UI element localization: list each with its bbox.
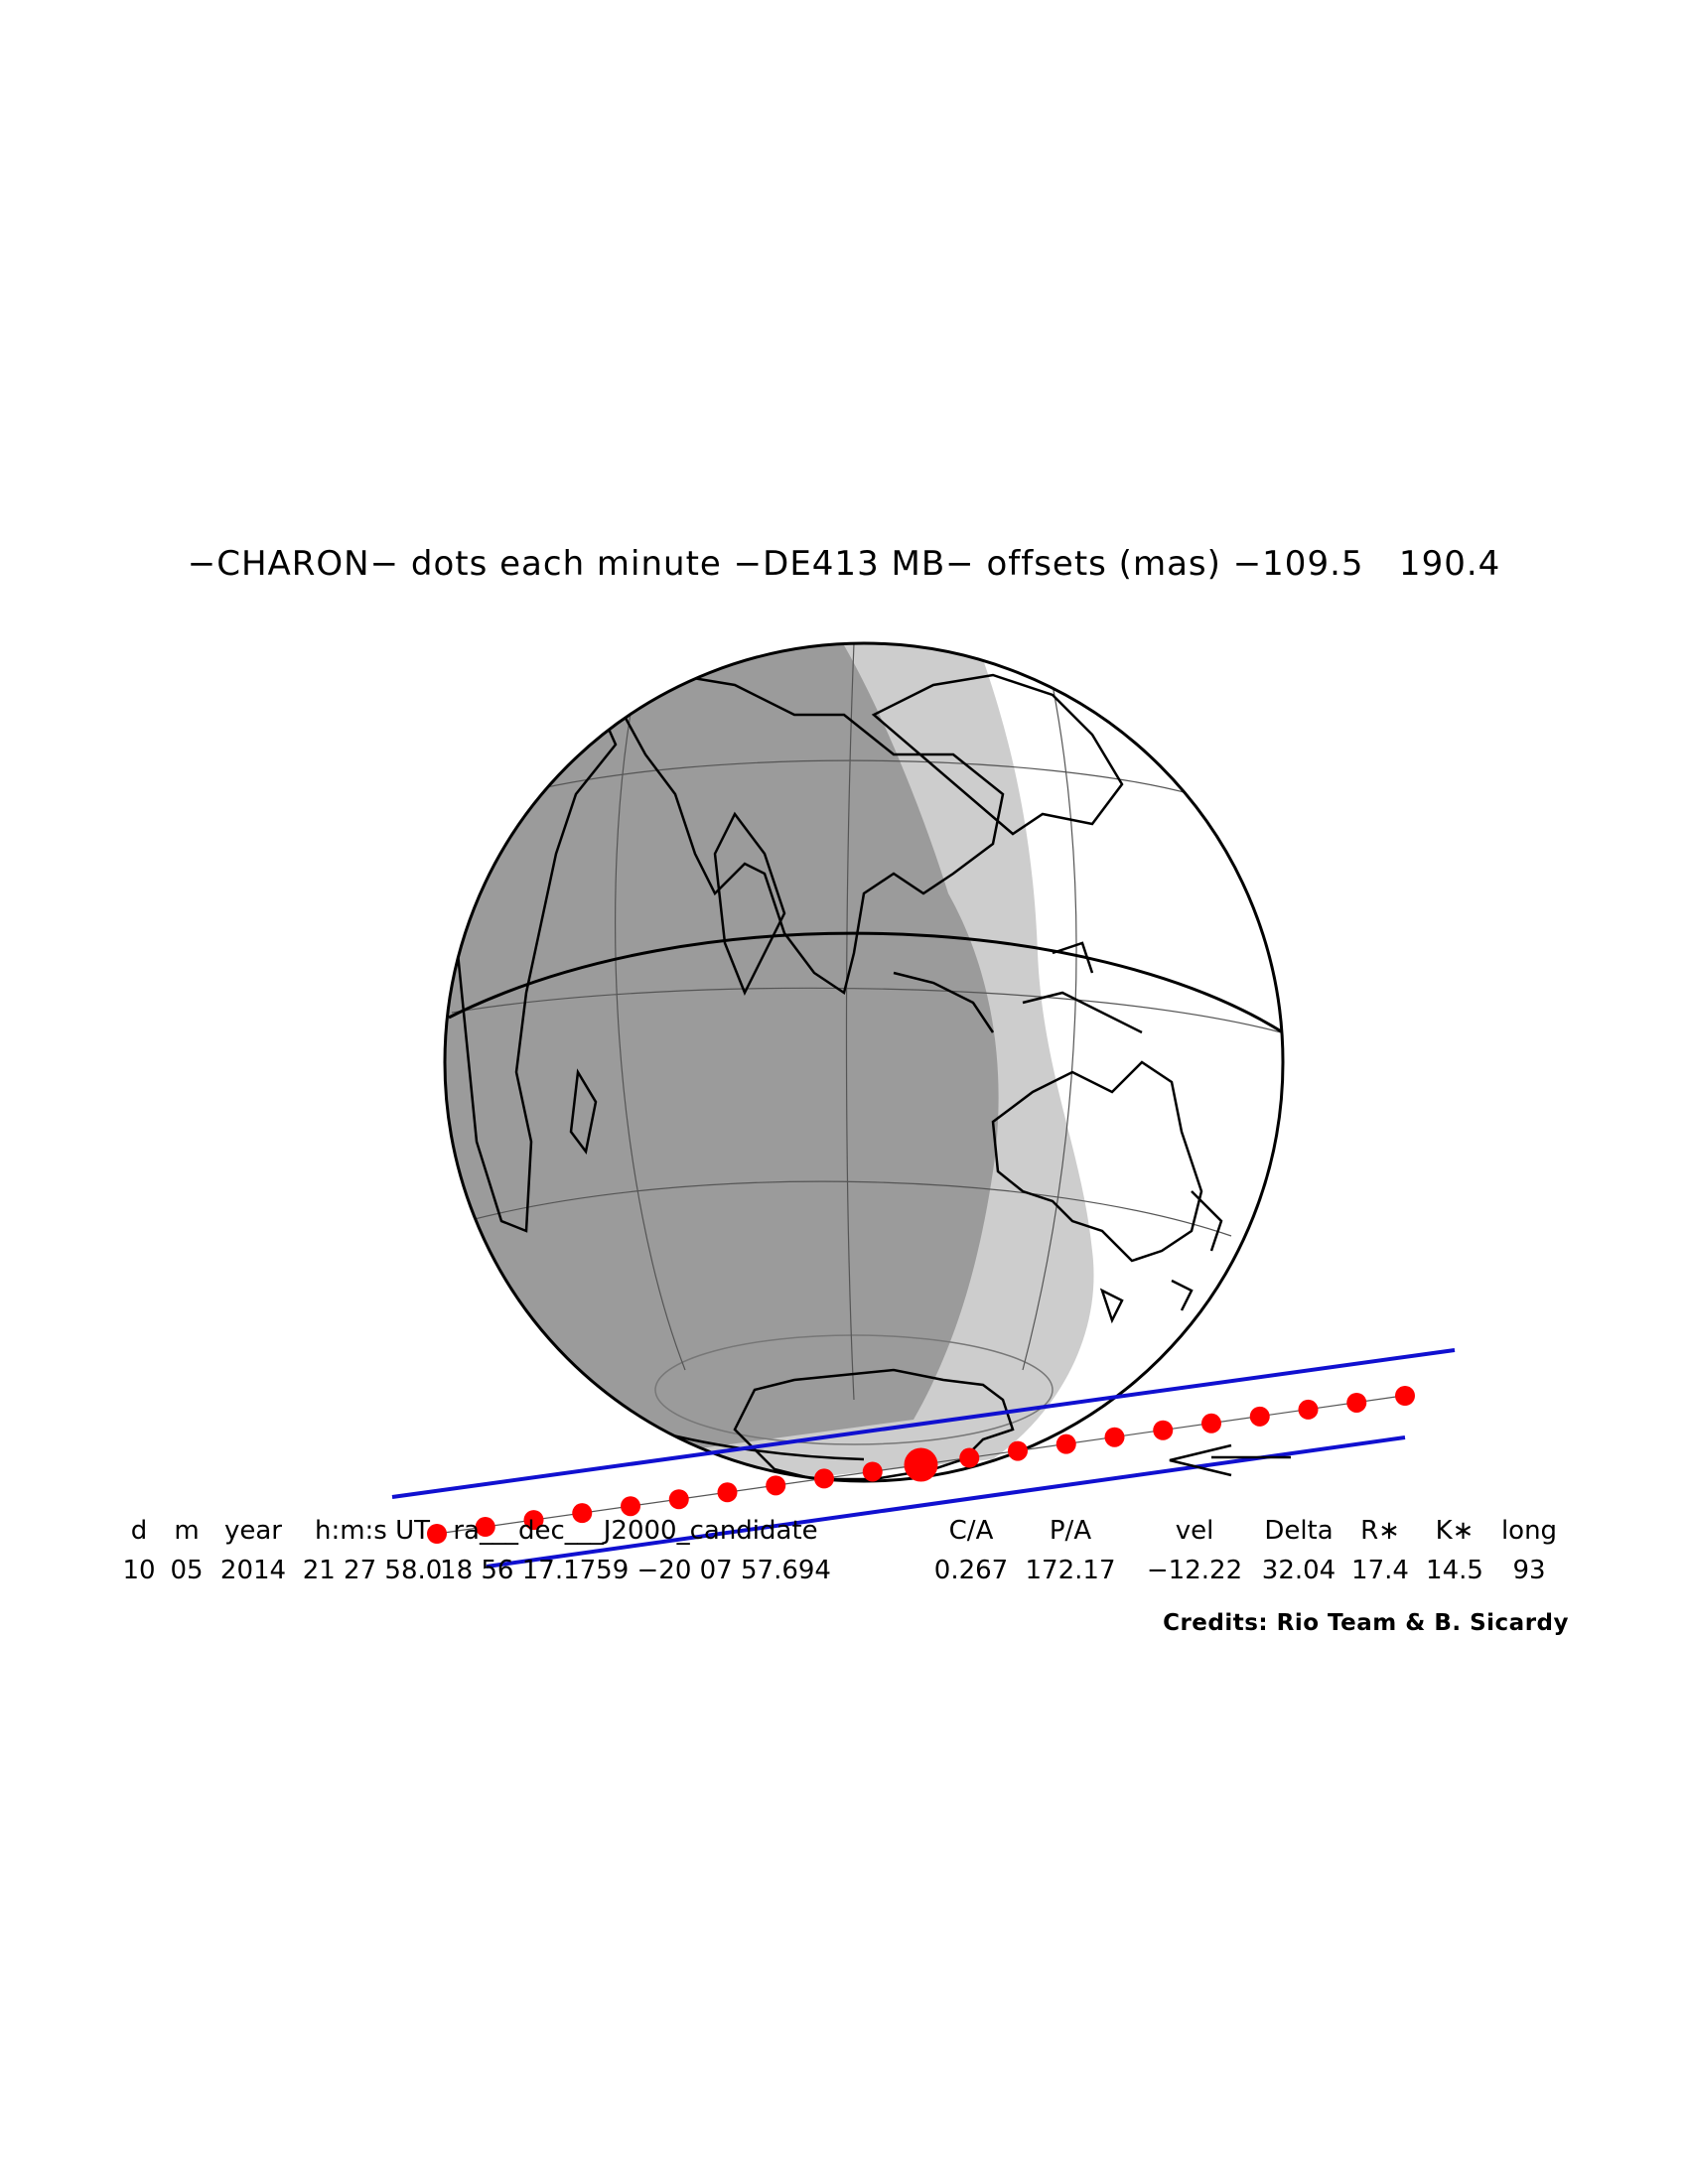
path-dot: [1153, 1420, 1174, 1440]
path-dots: [427, 1386, 1415, 1544]
table-header-cell: year: [223, 1516, 283, 1546]
path-dot: [814, 1468, 834, 1489]
antarctic-circle: [654, 1334, 1054, 1445]
path-dot: [862, 1461, 883, 1482]
central-path-dot: [904, 1447, 938, 1482]
night-zone-west: [445, 643, 794, 1481]
continent-islands: [893, 941, 1223, 1311]
credits: Credits: Rio Team & B. Sicardy: [1163, 1610, 1569, 1636]
path-dot: [717, 1482, 738, 1503]
path-dot: [1201, 1413, 1221, 1433]
table-header-cell: K∗: [1435, 1516, 1475, 1546]
graticule: [451, 643, 1282, 1401]
table-header-cell: C/A: [948, 1516, 994, 1546]
table-value-cell: 93: [1512, 1556, 1546, 1585]
globe-outline: [443, 641, 1285, 1483]
north-limit-line: [391, 1348, 1456, 1499]
path-dot: [1346, 1392, 1367, 1413]
globe: [443, 641, 1285, 1483]
path-dot: [475, 1517, 495, 1538]
path-dot: [668, 1489, 689, 1510]
path-dot: [572, 1503, 593, 1524]
continent-india: [713, 811, 786, 997]
table-value-cell: 2014: [219, 1556, 287, 1585]
path-dot: [1249, 1406, 1270, 1427]
path-dot: [427, 1524, 447, 1544]
table-header-cell: m: [174, 1516, 200, 1546]
equator-line: [448, 931, 1283, 1034]
path-dot: [959, 1447, 980, 1468]
table-value-cell: 14.5: [1426, 1556, 1483, 1585]
path-dot: [1298, 1399, 1319, 1420]
shadow-path: [391, 1348, 1456, 1569]
table-header-cell: R∗: [1360, 1516, 1400, 1546]
path-dot: [1008, 1440, 1028, 1461]
table-header-cell: long: [1500, 1516, 1558, 1546]
table-header-row: d m year h:m:s UT ra___dec___J2000_candidate…: [0, 1516, 1688, 1550]
table-header-cell: P/A: [1049, 1516, 1092, 1546]
table-value-cell: 10: [122, 1556, 156, 1585]
path-dot: [621, 1496, 640, 1517]
table-value-cell: 0.267: [933, 1556, 1009, 1585]
table-header-cell: Delta: [1264, 1516, 1334, 1546]
table-value-cell: 21 27 58.0: [302, 1556, 443, 1585]
table-header-cell: ra___dec___J2000_candidate: [453, 1516, 818, 1546]
path-dot: [1055, 1433, 1076, 1454]
table-value-cell: 05: [170, 1556, 204, 1585]
continent-australia: [991, 1060, 1203, 1324]
continent-asia: [614, 673, 1124, 996]
table-header-cell: h:m:s UT: [314, 1516, 431, 1546]
path-dot: [766, 1475, 786, 1496]
south-limit-line: [486, 1435, 1406, 1569]
path-dot: [1395, 1386, 1415, 1406]
table-header-cell: vel: [1175, 1516, 1214, 1546]
table-value-cell: 18 56 17.1759 −20 07 57.694: [440, 1556, 831, 1585]
table-value-cell: 172.17: [1025, 1556, 1116, 1585]
table-value-cell: 17.4: [1351, 1556, 1409, 1585]
page-title: −CHARON− dots each minute −DE413 MB− off…: [187, 544, 1501, 584]
direction-arrow: [1169, 1443, 1291, 1477]
table-header-cell: d: [130, 1516, 148, 1546]
path-dot: [523, 1510, 544, 1531]
table-value-cell: 32.04: [1261, 1556, 1336, 1585]
path-dot: [1104, 1427, 1125, 1447]
table-value-cell: −12.22: [1146, 1556, 1243, 1585]
table-value-row: 10 05 2014 21 27 58.0 18 56 17.1759 −20 07 5…: [0, 1556, 1688, 1589]
